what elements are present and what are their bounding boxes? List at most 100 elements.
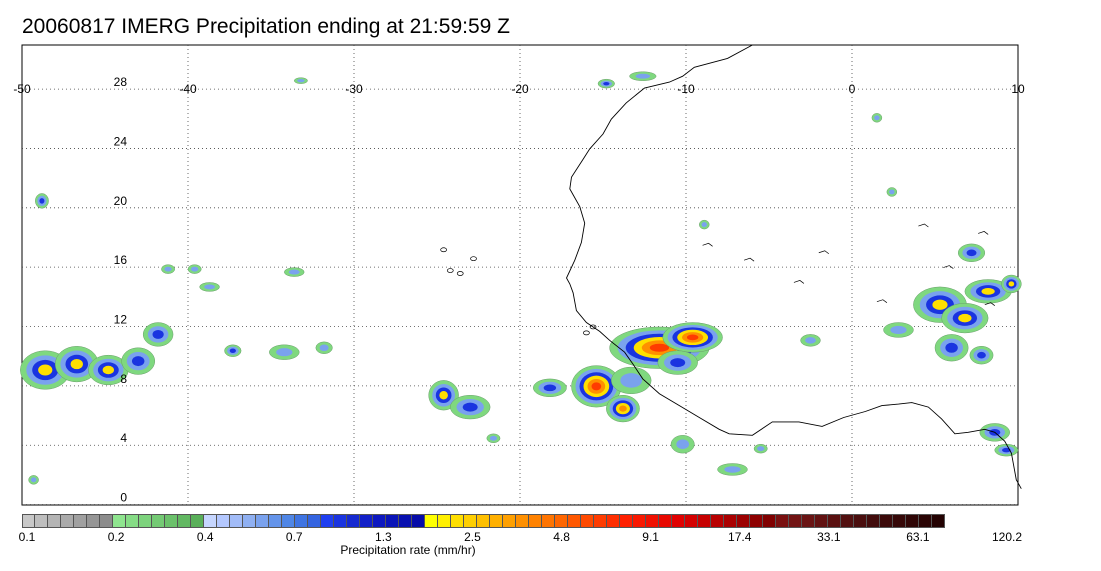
longitude-label: -40 <box>179 82 197 96</box>
rain-intensity-band <box>1008 281 1015 287</box>
rain-cell <box>657 350 698 375</box>
colorbar-swatch <box>633 515 646 527</box>
rain-intensity-band <box>966 249 977 257</box>
longitude-label: -10 <box>677 82 695 96</box>
latitude-label: 8 <box>120 372 127 386</box>
colorbar-tick-label: 17.4 <box>728 530 752 544</box>
rain-cell <box>315 341 333 354</box>
rain-cell <box>964 279 1012 304</box>
precipitation-field <box>20 71 1022 485</box>
colorbar-swatch <box>490 515 503 527</box>
colorbar-swatch <box>802 515 815 527</box>
colorbar-tick-label: 1.3 <box>375 530 392 544</box>
rain-cell <box>571 365 622 408</box>
rain-intensity-band <box>603 81 610 86</box>
colorbar-swatch <box>685 515 698 527</box>
colorbar-swatch <box>399 515 412 527</box>
rain-cell <box>800 334 821 347</box>
colorbar-tick-label: 33.1 <box>817 530 841 544</box>
rain-intensity-band <box>890 325 907 335</box>
colorbar-swatch <box>35 515 48 527</box>
colorbar-swatch <box>516 515 529 527</box>
colorbar-swatch <box>191 515 204 527</box>
rain-intensity-band <box>701 222 707 228</box>
colorbar-swatch <box>828 515 841 527</box>
rain-cell <box>88 354 129 386</box>
colorbar-swatch <box>282 515 295 527</box>
rain-cell <box>54 346 99 383</box>
colorbar-tick-label: 120.2 <box>991 530 1023 544</box>
rain-cell <box>28 475 39 485</box>
colorbar-swatch <box>178 515 191 527</box>
rain-intensity-band <box>543 384 557 392</box>
colorbar-swatch <box>464 515 477 527</box>
rain-intensity-band <box>686 334 699 341</box>
rain-intensity-band <box>489 435 498 441</box>
colorbar-tick-label: 63.1 <box>906 530 930 544</box>
rain-cell <box>934 334 969 362</box>
colorbar-swatch <box>477 515 490 527</box>
inland-water <box>876 299 888 303</box>
rain-cell <box>121 347 156 375</box>
rain-cell <box>450 395 491 420</box>
colorbar-swatch <box>347 515 360 527</box>
island-outline <box>440 247 447 253</box>
longitude-label: -20 <box>511 82 529 96</box>
island-outline <box>446 268 454 273</box>
rain-cell <box>35 193 49 209</box>
colorbar-swatch <box>919 515 932 527</box>
graticule <box>22 45 1018 505</box>
rain-cell <box>871 113 883 123</box>
longitude-labels: -50 -40 -30 -20 -10 0 10 <box>13 82 1025 96</box>
colorbar-swatch <box>360 515 373 527</box>
rain-intensity-band <box>102 365 115 375</box>
colorbar-swatch <box>763 515 776 527</box>
inland-water <box>918 223 929 228</box>
island-outline <box>589 324 597 330</box>
colorbar-swatch <box>61 515 74 527</box>
colorbar-swatch <box>867 515 880 527</box>
rain-cell <box>269 344 300 360</box>
rain-intensity-band <box>131 356 145 367</box>
colorbar-swatch <box>165 515 178 527</box>
rain-intensity-band <box>724 466 741 473</box>
colorbar-swatch <box>906 515 919 527</box>
rain-intensity-band <box>229 348 236 353</box>
rain-intensity-band <box>191 266 199 272</box>
rain-cell <box>994 443 1019 457</box>
colorbar-swatch <box>789 515 802 527</box>
colorbar-swatch <box>321 515 334 527</box>
rain-intensity-band <box>874 115 880 121</box>
rain-intensity-band <box>889 189 895 195</box>
colorbar-swatch <box>74 515 87 527</box>
rain-cell <box>293 77 308 84</box>
latitude-label: 16 <box>114 253 128 267</box>
rain-intensity-band <box>319 344 329 352</box>
island-outline <box>583 330 590 336</box>
rain-intensity-band <box>977 351 986 359</box>
colorbar-swatch <box>48 515 61 527</box>
rain-intensity-band <box>297 79 305 83</box>
rain-intensity-band <box>676 439 690 450</box>
rain-cell <box>629 71 657 81</box>
rain-cell <box>199 282 220 292</box>
colorbar-swatch <box>568 515 581 527</box>
colorbar-tick-label: 9.1 <box>642 530 659 544</box>
map-frame <box>21 44 1019 506</box>
colorbar-swatch <box>646 515 659 527</box>
colorbar-swatch <box>373 515 386 527</box>
colorbar-swatch <box>438 515 451 527</box>
latitude-label: 28 <box>114 75 128 89</box>
rain-intensity-band <box>981 287 995 295</box>
rain-intensity-band <box>164 266 172 272</box>
rain-cell <box>969 346 994 365</box>
rain-cell <box>941 303 989 334</box>
colorbar-swatch <box>87 515 100 527</box>
colorbar-swatch <box>893 515 906 527</box>
longitude-label: -50 <box>13 82 31 96</box>
colorbar-swatch <box>243 515 256 527</box>
rain-intensity-band <box>805 337 816 344</box>
colorbar-swatch <box>529 515 542 527</box>
map-title: 20060817 IMERG Precipitation ending at 2… <box>22 15 510 38</box>
colorbar-tick-label: 0.4 <box>196 530 214 544</box>
